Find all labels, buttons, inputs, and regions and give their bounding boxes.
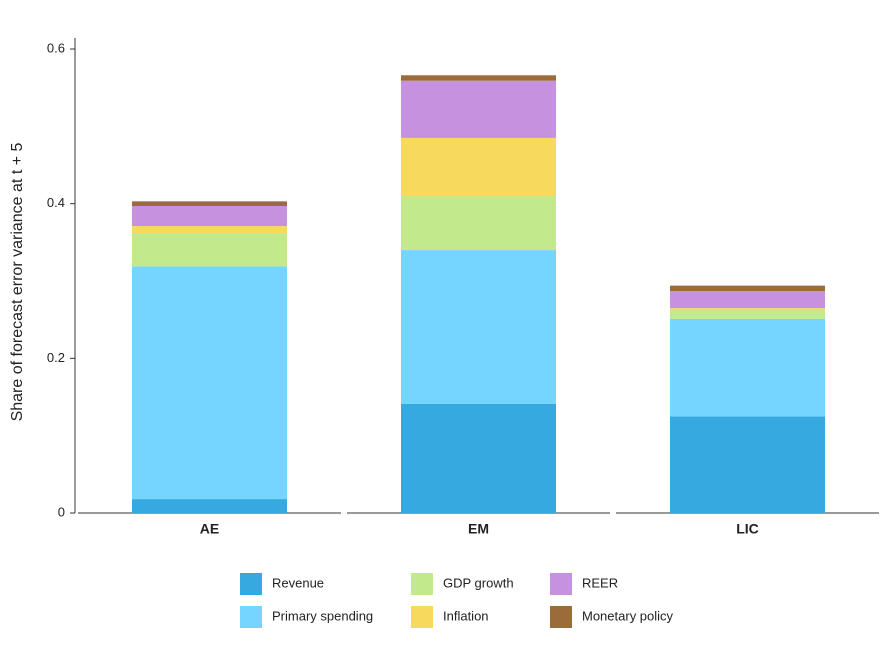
y-axis-label: Share of forecast error variance at t + … (9, 143, 26, 422)
legend-label: GDP growth (443, 575, 514, 590)
bar-segment (670, 416, 825, 513)
legend-swatch (240, 606, 262, 628)
bar-segment (132, 233, 287, 267)
bar-segment (670, 291, 825, 309)
bar-segment (132, 205, 287, 227)
legend-swatch (240, 573, 262, 595)
bar-segment (132, 266, 287, 500)
y-tick-label: 0 (58, 504, 65, 519)
legend-label: Inflation (443, 608, 489, 623)
legend-swatch (411, 606, 433, 628)
bar-segment (670, 309, 825, 319)
legend-swatch (550, 606, 572, 628)
legend-label: Primary spending (272, 608, 373, 623)
bar-segment (401, 137, 556, 196)
bar-segment (132, 201, 287, 206)
legend-label: Monetary policy (582, 608, 674, 623)
legend-label: Revenue (272, 575, 324, 590)
x-tick-label: EM (468, 521, 489, 537)
bar-segment (401, 80, 556, 138)
bar-segment (670, 308, 825, 310)
bar-segment (670, 285, 825, 292)
bar-segment (132, 226, 287, 234)
bar-segment (132, 499, 287, 513)
legend-swatch (550, 573, 572, 595)
bar-segment (401, 403, 556, 513)
x-tick-label: LIC (736, 521, 759, 537)
y-tick-label: 0.2 (47, 350, 65, 365)
bar-segment (401, 75, 556, 81)
bar-segment (401, 250, 556, 404)
y-tick-label: 0.4 (47, 195, 65, 210)
bar-segment (670, 318, 825, 417)
y-tick-label: 0.6 (47, 40, 65, 55)
legend-label: REER (582, 575, 618, 590)
legend-swatch (411, 573, 433, 595)
bar-segment (401, 195, 556, 251)
x-tick-label: AE (200, 521, 219, 537)
